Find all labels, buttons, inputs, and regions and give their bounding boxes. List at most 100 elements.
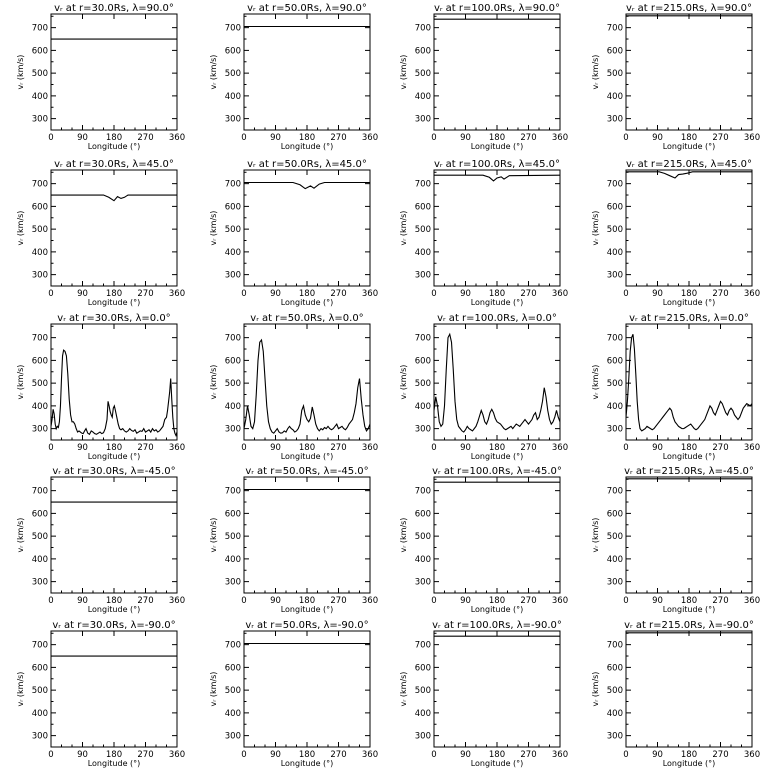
y-tick-label: 600 (415, 663, 431, 673)
y-tick-label: 500 (225, 686, 241, 696)
x-tick-label: 0 (48, 133, 53, 143)
y-tick-label: 600 (607, 202, 623, 212)
y-axis-label: vᵣ (km/s) (591, 55, 600, 90)
x-tick-label: 90 (460, 289, 471, 299)
x-tick-label: 180 (489, 133, 505, 143)
x-tick-label: 270 (712, 750, 728, 760)
panel-title: vᵣ at r=215.0Rs, λ=-45.0° (624, 466, 754, 477)
y-tick-label: 500 (415, 225, 431, 235)
x-tick-label: 90 (460, 750, 471, 760)
panel-title: vᵣ at r=215.0Rs, λ=90.0° (626, 3, 752, 14)
y-tick-label: 600 (225, 356, 241, 366)
y-tick-label: 400 (415, 555, 431, 565)
x-tick-label: 90 (77, 443, 88, 453)
y-tick-label: 500 (607, 379, 623, 389)
plot-frame (433, 323, 561, 441)
x-tick-label: 90 (652, 596, 663, 606)
x-tick-label: 0 (48, 289, 53, 299)
x-tick-label: 360 (744, 133, 760, 143)
x-tick-label: 90 (77, 133, 88, 143)
x-axis-label: Longitude (°) (281, 605, 334, 614)
y-axis-label: vᵣ (km/s) (209, 211, 218, 246)
y-tick-label: 400 (415, 248, 431, 258)
x-tick-label: 270 (520, 750, 536, 760)
y-tick-label: 600 (607, 509, 623, 519)
x-tick-label: 0 (48, 596, 53, 606)
y-tick-label: 700 (415, 334, 431, 344)
y-tick-label: 400 (225, 248, 241, 258)
y-tick-label: 300 (415, 732, 431, 742)
y-tick-label: 300 (607, 271, 623, 281)
plot-frame (243, 323, 371, 441)
x-axis-label: Longitude (°) (281, 298, 334, 307)
y-tick-label: 700 (32, 641, 48, 651)
x-tick-label: 180 (681, 133, 697, 143)
x-tick-label: 180 (681, 750, 697, 760)
y-tick-label: 400 (32, 709, 48, 719)
plot-frame (243, 13, 371, 131)
y-tick-label: 700 (415, 24, 431, 34)
panel-11: vᵣ at r=215.0Rs, λ=0.0° 0 90 180 270 360 300 40… (591, 313, 760, 461)
y-tick-label: 600 (32, 46, 48, 56)
x-tick-label: 270 (330, 750, 346, 760)
plot-frame (243, 476, 371, 594)
y-tick-label: 700 (607, 641, 623, 651)
x-tick-label: 360 (744, 750, 760, 760)
x-axis-label: Longitude (°) (281, 142, 334, 151)
y-tick-label: 700 (225, 641, 241, 651)
plot-frame (433, 13, 561, 131)
y-axis-label: vᵣ (km/s) (209, 518, 218, 553)
x-tick-label: 270 (520, 133, 536, 143)
series-line (51, 194, 177, 202)
y-tick-label: 500 (607, 686, 623, 696)
y-tick-label: 400 (607, 248, 623, 258)
x-tick-label: 0 (623, 133, 628, 143)
x-tick-label: 360 (744, 596, 760, 606)
x-tick-label: 270 (137, 750, 153, 760)
x-tick-label: 180 (106, 596, 122, 606)
x-tick-label: 90 (652, 133, 663, 143)
panel-title: vᵣ at r=50.0Rs, λ=-90.0° (245, 620, 368, 631)
y-tick-label: 300 (415, 578, 431, 588)
x-tick-label: 360 (362, 596, 378, 606)
y-axis-label: vᵣ (km/s) (591, 365, 600, 400)
y-tick-label: 600 (607, 663, 623, 673)
plot-frame (433, 476, 561, 594)
x-tick-label: 90 (652, 443, 663, 453)
y-tick-label: 300 (32, 115, 48, 125)
panel-19: vᵣ at r=215.0Rs, λ=-90.0° 0 90 180 270 360 300… (591, 620, 760, 768)
y-tick-label: 300 (607, 578, 623, 588)
series-line (434, 332, 560, 433)
y-tick-label: 300 (607, 115, 623, 125)
x-tick-label: 90 (270, 289, 281, 299)
y-tick-label: 600 (32, 509, 48, 519)
plot-frame (50, 476, 178, 594)
x-tick-label: 270 (330, 289, 346, 299)
panel-2: vᵣ at r=100.0Rs, λ=90.0° 0 90 180 270 360 300 4… (399, 3, 568, 151)
y-tick-label: 300 (607, 732, 623, 742)
y-tick-label: 500 (415, 379, 431, 389)
x-tick-label: 90 (270, 443, 281, 453)
x-tick-label: 270 (137, 596, 153, 606)
series-line (244, 181, 370, 190)
x-tick-label: 90 (460, 133, 471, 143)
y-tick-label: 600 (415, 509, 431, 519)
x-tick-label: 180 (106, 750, 122, 760)
plot-frame (433, 169, 561, 287)
y-tick-label: 700 (225, 24, 241, 34)
panel-12: vᵣ at r=30.0Rs, λ=-45.0° 0 90 180 270 360 300 4… (16, 466, 185, 614)
y-tick-label: 500 (225, 225, 241, 235)
y-tick-label: 300 (32, 271, 48, 281)
x-axis-label: Longitude (°) (88, 298, 141, 307)
x-tick-label: 360 (552, 596, 568, 606)
series-line (434, 174, 560, 182)
x-axis-label: Longitude (°) (471, 298, 524, 307)
y-tick-label: 700 (607, 334, 623, 344)
x-tick-label: 180 (106, 289, 122, 299)
y-tick-label: 500 (607, 532, 623, 542)
y-tick-label: 500 (607, 225, 623, 235)
panel-title: vᵣ at r=30.0Rs, λ=-90.0° (52, 620, 175, 631)
x-tick-label: 0 (623, 596, 628, 606)
x-tick-label: 0 (241, 596, 246, 606)
x-tick-label: 90 (270, 133, 281, 143)
